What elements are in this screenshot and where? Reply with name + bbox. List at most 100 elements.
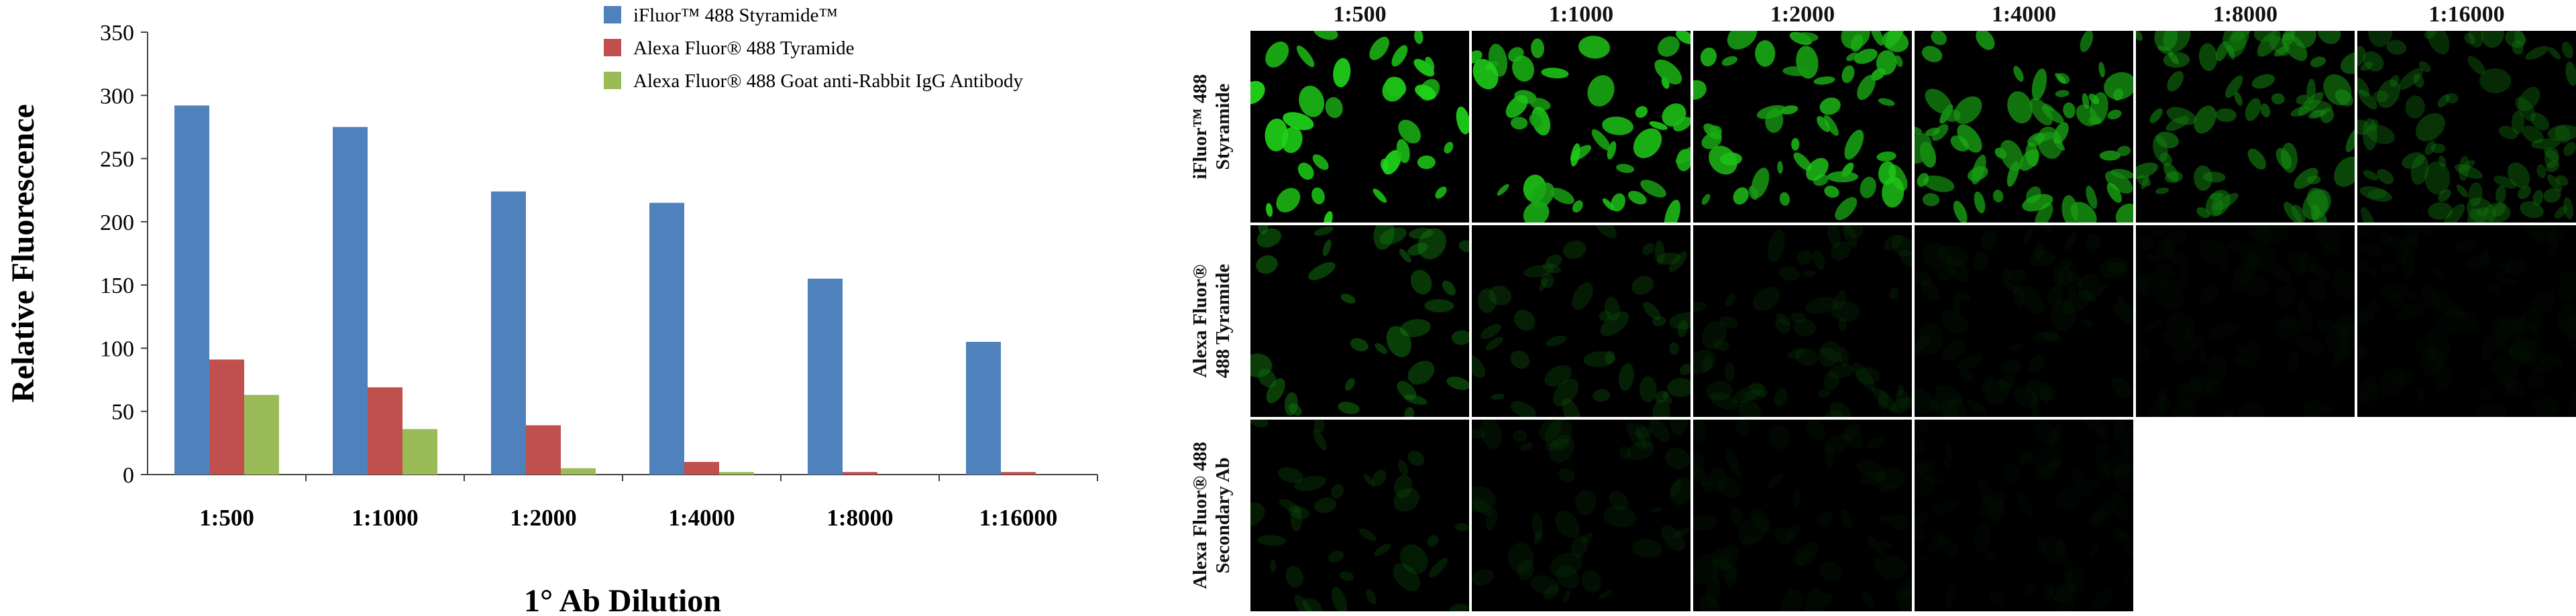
cell [1844, 129, 1864, 160]
cell [2366, 124, 2395, 145]
cell [2136, 271, 2167, 297]
cell [1545, 420, 1573, 448]
cell [2386, 40, 2407, 55]
cell [2039, 383, 2051, 404]
cell [1775, 318, 1792, 334]
cell [2515, 97, 2536, 121]
bar-1-1-16000 [966, 342, 1001, 475]
cell [1978, 491, 2006, 516]
cell-image [2357, 225, 2576, 417]
cell [1633, 128, 1662, 158]
cell [1974, 521, 1991, 553]
cell [1917, 322, 1943, 355]
cell [2117, 294, 2126, 307]
cell [1937, 535, 1946, 552]
cell [1925, 127, 1940, 137]
cell [1702, 355, 1713, 373]
cell [2168, 52, 2180, 64]
cell [1616, 164, 1635, 173]
micrograph-panel [2357, 225, 2576, 417]
cell [1602, 198, 1615, 211]
cell [1842, 225, 1858, 248]
cell [2514, 31, 2526, 46]
cell [2518, 186, 2532, 199]
cell [1673, 528, 1690, 538]
cell [2381, 262, 2398, 273]
legend-swatch-3 [604, 72, 621, 89]
micrograph-panel [1915, 225, 2133, 417]
bar-3-1-4000 [719, 472, 754, 475]
cell [2002, 360, 2021, 375]
cell [1550, 552, 1582, 578]
cell [1427, 535, 1439, 547]
cell [2072, 467, 2086, 496]
cell-image [1250, 31, 1469, 223]
cell [1992, 190, 2004, 202]
cell [1805, 588, 1826, 611]
cell [1787, 348, 1805, 359]
cell [2239, 245, 2257, 268]
micrograph-panel [1915, 31, 2133, 223]
cell [1884, 234, 1904, 251]
cell [1693, 452, 1705, 476]
cell [1517, 559, 1534, 580]
cell [1941, 399, 1958, 417]
cell [1768, 473, 1784, 489]
cell [1920, 280, 1941, 302]
cell [2392, 371, 2414, 387]
cell [1609, 491, 1629, 510]
bar-3-1-1000 [402, 429, 437, 475]
cell [2257, 225, 2288, 245]
cell [2206, 355, 2227, 386]
cell [2387, 292, 2404, 306]
cell [2028, 354, 2045, 373]
legend-label-3: Alexa Fluor® 488 Goat anti-Rabbit IgG An… [633, 70, 1024, 92]
cell [2359, 186, 2392, 202]
cell [2379, 232, 2393, 247]
cell [2234, 91, 2243, 106]
cell [2238, 401, 2265, 417]
cell [1396, 139, 1410, 164]
cell [2508, 337, 2538, 362]
cell [1299, 85, 1325, 117]
cell [1297, 162, 1314, 180]
cell [1915, 127, 1923, 135]
cell [1855, 367, 1880, 385]
cell [1654, 390, 1668, 403]
cell [1925, 88, 1952, 114]
cell [2247, 225, 2273, 245]
cell [1943, 458, 1951, 471]
cell [2543, 147, 2559, 162]
cell [2247, 241, 2277, 273]
cell [1738, 516, 1768, 544]
cell [2512, 315, 2527, 343]
cell [2191, 379, 2202, 393]
cell [1933, 395, 1949, 417]
cell [2098, 62, 2105, 78]
cell [1407, 243, 1428, 256]
micrograph-panel [2357, 31, 2576, 223]
cell [2415, 113, 2445, 141]
cell [2233, 263, 2256, 285]
cell [2275, 285, 2296, 308]
cell [2194, 105, 2216, 134]
cell [2161, 239, 2177, 257]
cell [1654, 59, 1682, 84]
cell [1985, 551, 1997, 560]
row-label-text: iFluor™ 488 Styramide [1189, 33, 1234, 221]
cell [1693, 420, 1707, 442]
cell [2547, 125, 2576, 141]
cell [1599, 310, 1611, 321]
cell [2428, 344, 2435, 359]
cell [1529, 113, 1542, 127]
cell [2067, 284, 2077, 298]
cell [1580, 532, 1593, 544]
cell [2316, 225, 2342, 251]
cell [2381, 284, 2408, 299]
cell [2320, 107, 2334, 123]
cell [1417, 155, 1436, 170]
x-tick-label: 1:4000 [668, 505, 735, 531]
cell [1942, 339, 1966, 361]
cell [1846, 52, 1859, 62]
cell [2226, 240, 2241, 251]
